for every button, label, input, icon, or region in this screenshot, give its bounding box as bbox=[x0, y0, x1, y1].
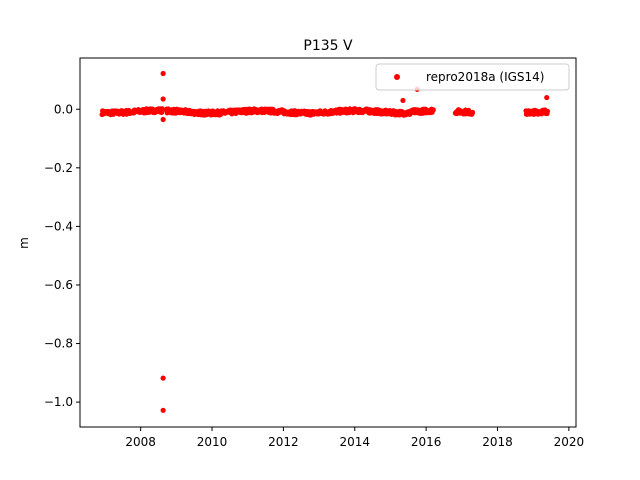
y-axis: 0.0 −0.2 −0.4 −0.6 −0.8 −1.0 bbox=[44, 102, 80, 409]
data-points bbox=[99, 70, 551, 413]
y-tick-label: −1.0 bbox=[44, 395, 73, 409]
x-tick-label: 2014 bbox=[339, 435, 370, 449]
x-tick-label: 2020 bbox=[554, 435, 585, 449]
x-tick-label: 2018 bbox=[482, 435, 513, 449]
plot-frame bbox=[79, 57, 577, 428]
data-point bbox=[160, 407, 166, 413]
y-tick-label: −0.6 bbox=[44, 278, 73, 292]
x-tick-label: 2016 bbox=[411, 435, 442, 449]
x-axis: 2008 2010 2012 2014 2016 2018 2020 bbox=[125, 427, 584, 449]
legend: repro2018a (IGS14) bbox=[375, 63, 570, 91]
data-point bbox=[400, 97, 406, 104]
legend-marker bbox=[394, 74, 400, 80]
data-point bbox=[160, 70, 166, 77]
y-tick-label: −0.4 bbox=[44, 219, 73, 233]
legend-box bbox=[375, 63, 570, 91]
x-tick-label: 2012 bbox=[268, 435, 299, 449]
y-tick-label: 0.0 bbox=[54, 102, 73, 116]
data-point bbox=[430, 107, 436, 113]
data-point bbox=[544, 108, 551, 114]
data-point bbox=[469, 109, 476, 115]
data-point bbox=[160, 96, 166, 102]
data-point bbox=[544, 94, 550, 101]
x-tick-label: 2010 bbox=[197, 435, 228, 449]
data-point bbox=[160, 116, 166, 123]
y-tick-label: −0.8 bbox=[44, 337, 73, 351]
chart-title: P135 V bbox=[303, 38, 353, 54]
x-tick-label: 2008 bbox=[125, 435, 156, 449]
data-point bbox=[159, 106, 165, 112]
legend-label: repro2018a (IGS14) bbox=[426, 70, 544, 84]
data-point bbox=[160, 375, 166, 381]
y-axis-label: m bbox=[17, 237, 31, 249]
y-tick-label: −0.2 bbox=[44, 161, 73, 175]
